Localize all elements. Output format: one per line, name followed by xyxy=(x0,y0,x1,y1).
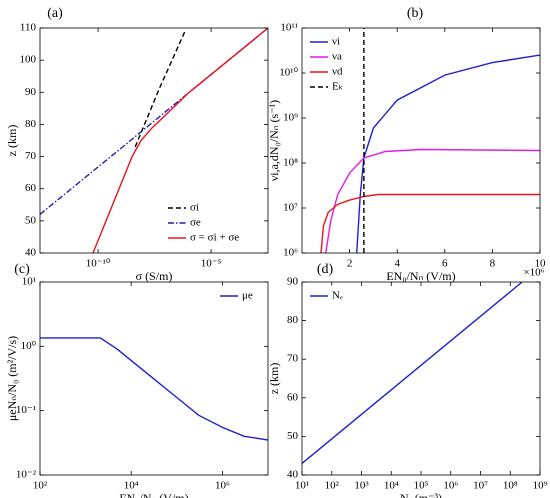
panel-label: (b) xyxy=(407,6,424,21)
series-line xyxy=(320,193,540,253)
y-tick-label: 80 xyxy=(287,314,299,326)
x-axis-label: EN₀/Nₙ (V/m) xyxy=(119,491,188,498)
y-tick-label: 100 xyxy=(20,54,37,66)
y-tick-label: 90 xyxy=(25,86,37,98)
legend-box xyxy=(215,285,265,308)
panel-label: (c) xyxy=(14,262,30,277)
x-tick-label: 10⁻¹⁰ xyxy=(86,258,111,270)
y-tick-label: 10⁸ xyxy=(283,157,298,169)
y-tick-label: 110 xyxy=(20,22,37,34)
y-tick-label: 70 xyxy=(287,353,299,365)
y-axis-label: μeNₙ/N₀ (m²/V/s) xyxy=(5,336,19,421)
legend-label: σi xyxy=(190,202,199,214)
x-tick-label: 10² xyxy=(325,480,340,492)
x-tick-label: 6 xyxy=(442,258,448,270)
x-tick-label: 10⁴ xyxy=(124,480,139,492)
series-line xyxy=(356,54,540,253)
legend-label: Eₖ xyxy=(332,81,343,93)
y-axis-label: νi,a,dN₀/Nₙ (s⁻¹) xyxy=(267,100,281,181)
legend-label: σe xyxy=(190,217,201,229)
x-axis-label: σ (S/m) xyxy=(136,269,173,283)
x-tick-label: 10⁵ xyxy=(414,480,429,492)
legend-label: Nₑ xyxy=(332,290,343,302)
series-line xyxy=(325,148,540,253)
x-tick-label: 2 xyxy=(347,258,353,270)
axes-frame xyxy=(301,27,541,254)
y-tick-label: 10⁹ xyxy=(283,112,298,124)
x-tick-label: 4 xyxy=(394,258,400,270)
x-tick-label: 10⁸ xyxy=(503,480,518,492)
y-axis-label: z (km) xyxy=(267,363,281,395)
legend-label: σ = σi + σe xyxy=(190,232,239,244)
y-tick-label: 60 xyxy=(287,391,299,403)
x-tick-label: 10¹ xyxy=(295,480,309,492)
series-line xyxy=(134,30,186,148)
legend-label: μe xyxy=(242,290,253,302)
series-line xyxy=(40,337,268,441)
y-tick-label: 50 xyxy=(25,214,37,226)
x-axis-label: EN₀/Nₙ (V/m) xyxy=(386,269,455,283)
x-multiplier: ×10⁶ xyxy=(523,267,544,279)
y-tick-label: 80 xyxy=(25,118,37,130)
x-tick-label: 10⁶ xyxy=(215,480,230,492)
legend-label: νd xyxy=(332,66,343,78)
y-tick-label: 10⁻² xyxy=(16,469,37,481)
y-tick-label: 10¹⁰ xyxy=(279,67,298,79)
series-line xyxy=(92,28,268,253)
x-tick-label: 10 xyxy=(535,258,547,270)
y-tick-label: 10¹ xyxy=(22,276,36,288)
y-tick-label: 10⁶ xyxy=(283,247,298,259)
axes-frame xyxy=(301,281,541,476)
x-tick-label: 10⁹ xyxy=(533,480,548,492)
series-line xyxy=(302,282,523,464)
y-tick-label: 50 xyxy=(287,430,299,442)
x-axis-label: Nₑ (m⁻³) xyxy=(400,491,442,498)
x-tick-label: 10⁶ xyxy=(443,480,458,492)
x-tick-label: 10² xyxy=(33,480,48,492)
legend-box xyxy=(305,285,355,308)
y-tick-label: 10⁻¹ xyxy=(16,404,36,416)
y-tick-label: 90 xyxy=(287,276,299,288)
y-axis-label: z (km) xyxy=(5,125,19,157)
y-tick-label: 10¹¹ xyxy=(280,22,298,34)
y-tick-label: 40 xyxy=(25,247,37,259)
x-tick-label: 10⁴ xyxy=(384,480,399,492)
axes-frame xyxy=(39,281,269,476)
panel-label: (d) xyxy=(317,262,334,277)
x-tick-label: 10⁻⁵ xyxy=(201,258,222,270)
y-tick-label: 60 xyxy=(25,182,37,194)
y-tick-label: 10⁰ xyxy=(21,340,37,352)
x-tick-label: 10³ xyxy=(354,480,369,492)
legend-label: νi xyxy=(332,36,340,48)
y-tick-label: 70 xyxy=(25,150,37,162)
y-tick-label: 10⁷ xyxy=(283,202,298,214)
x-tick-label: 8 xyxy=(490,258,496,270)
axes-frame xyxy=(39,27,269,254)
legend-label: νa xyxy=(332,51,342,63)
panel-label: (a) xyxy=(47,6,63,21)
y-tick-label: 40 xyxy=(287,469,299,481)
x-tick-label: 10⁷ xyxy=(473,480,488,492)
